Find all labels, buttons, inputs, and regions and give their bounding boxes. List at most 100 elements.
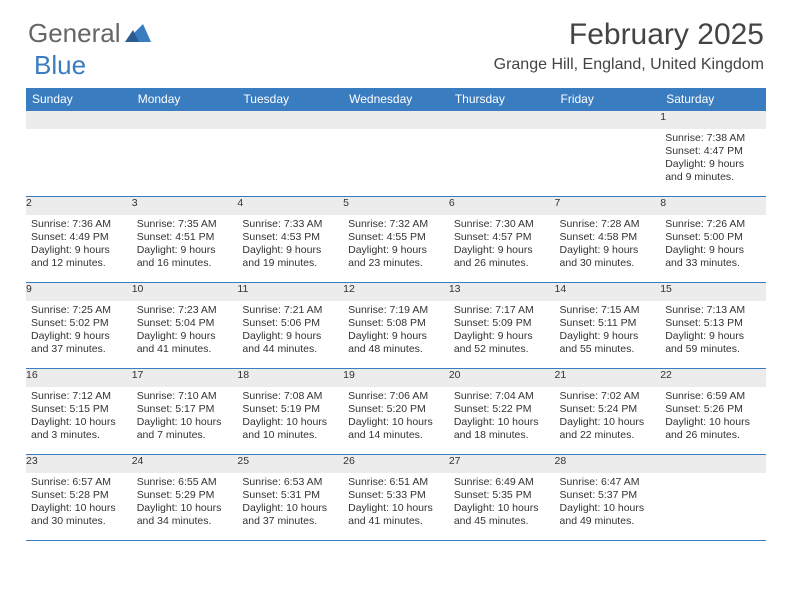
day-sunset: Sunset: 5:24 PM bbox=[560, 403, 656, 416]
day-number: 7 bbox=[555, 197, 661, 215]
day-sunset: Sunset: 5:09 PM bbox=[454, 317, 550, 330]
day-sunset: Sunset: 5:19 PM bbox=[242, 403, 338, 416]
day-cell: Sunrise: 7:04 AMSunset: 5:22 PMDaylight:… bbox=[449, 387, 555, 455]
day-daylight2: and 33 minutes. bbox=[665, 257, 761, 270]
header: General February 2025 Grange Hill, Engla… bbox=[0, 0, 792, 80]
day-number: 6 bbox=[449, 197, 555, 215]
day-sunrise: Sunrise: 6:53 AM bbox=[242, 476, 338, 489]
week-daynum-row: 16171819202122 bbox=[26, 369, 766, 387]
day-number: 14 bbox=[555, 283, 661, 301]
day-sunrise: Sunrise: 7:04 AM bbox=[454, 390, 550, 403]
day-cell: Sunrise: 7:17 AMSunset: 5:09 PMDaylight:… bbox=[449, 301, 555, 369]
day-header: Sunday bbox=[26, 88, 132, 111]
day-daylight1: Daylight: 9 hours bbox=[137, 244, 233, 257]
day-number: 15 bbox=[660, 283, 766, 301]
day-daylight2: and 44 minutes. bbox=[242, 343, 338, 356]
day-daylight1: Daylight: 9 hours bbox=[31, 330, 127, 343]
day-sunset: Sunset: 5:00 PM bbox=[665, 231, 761, 244]
empty-day-cell bbox=[132, 129, 238, 197]
day-daylight2: and 45 minutes. bbox=[454, 515, 550, 528]
day-cell: Sunrise: 7:32 AMSunset: 4:55 PMDaylight:… bbox=[343, 215, 449, 283]
month-title: February 2025 bbox=[494, 18, 764, 52]
day-sunset: Sunset: 4:55 PM bbox=[348, 231, 444, 244]
day-sunset: Sunset: 4:57 PM bbox=[454, 231, 550, 244]
day-sunrise: Sunrise: 7:21 AM bbox=[242, 304, 338, 317]
day-number: 27 bbox=[449, 455, 555, 473]
empty-day-cell bbox=[449, 129, 555, 197]
day-cell: Sunrise: 6:51 AMSunset: 5:33 PMDaylight:… bbox=[343, 473, 449, 541]
days-of-week-row: SundayMondayTuesdayWednesdayThursdayFrid… bbox=[26, 88, 766, 111]
day-sunset: Sunset: 5:06 PM bbox=[242, 317, 338, 330]
empty-day-number bbox=[237, 111, 343, 129]
day-daylight2: and 18 minutes. bbox=[454, 429, 550, 442]
day-number: 23 bbox=[26, 455, 132, 473]
day-daylight1: Daylight: 10 hours bbox=[242, 416, 338, 429]
day-sunrise: Sunrise: 7:19 AM bbox=[348, 304, 444, 317]
day-daylight1: Daylight: 9 hours bbox=[137, 330, 233, 343]
day-daylight1: Daylight: 9 hours bbox=[560, 330, 656, 343]
day-sunrise: Sunrise: 7:10 AM bbox=[137, 390, 233, 403]
day-number: 13 bbox=[449, 283, 555, 301]
week-daynum-row: 1 bbox=[26, 111, 766, 129]
day-sunset: Sunset: 4:49 PM bbox=[31, 231, 127, 244]
logo-text-blue: Blue bbox=[34, 50, 86, 80]
day-number: 21 bbox=[555, 369, 661, 387]
day-sunset: Sunset: 5:28 PM bbox=[31, 489, 127, 502]
day-sunset: Sunset: 5:22 PM bbox=[454, 403, 550, 416]
logo: General bbox=[28, 18, 151, 49]
day-sunset: Sunset: 5:11 PM bbox=[560, 317, 656, 330]
day-sunset: Sunset: 4:58 PM bbox=[560, 231, 656, 244]
week-daynum-row: 232425262728 bbox=[26, 455, 766, 473]
empty-day-number bbox=[26, 111, 132, 129]
day-daylight2: and 41 minutes. bbox=[137, 343, 233, 356]
day-daylight2: and 7 minutes. bbox=[137, 429, 233, 442]
day-daylight2: and 34 minutes. bbox=[137, 515, 233, 528]
day-daylight1: Daylight: 10 hours bbox=[31, 416, 127, 429]
day-daylight1: Daylight: 9 hours bbox=[560, 244, 656, 257]
day-sunrise: Sunrise: 6:51 AM bbox=[348, 476, 444, 489]
day-daylight2: and 55 minutes. bbox=[560, 343, 656, 356]
day-cell: Sunrise: 6:47 AMSunset: 5:37 PMDaylight:… bbox=[555, 473, 661, 541]
day-daylight1: Daylight: 9 hours bbox=[454, 244, 550, 257]
day-number: 16 bbox=[26, 369, 132, 387]
day-sunrise: Sunrise: 7:33 AM bbox=[242, 218, 338, 231]
location: Grange Hill, England, United Kingdom bbox=[494, 56, 764, 74]
day-daylight1: Daylight: 10 hours bbox=[665, 416, 761, 429]
day-daylight2: and 3 minutes. bbox=[31, 429, 127, 442]
week-content-row: Sunrise: 7:25 AMSunset: 5:02 PMDaylight:… bbox=[26, 301, 766, 369]
day-sunset: Sunset: 5:08 PM bbox=[348, 317, 444, 330]
day-daylight2: and 10 minutes. bbox=[242, 429, 338, 442]
logo-text-general: General bbox=[28, 18, 121, 49]
day-cell: Sunrise: 7:38 AMSunset: 4:47 PMDaylight:… bbox=[660, 129, 766, 197]
day-cell: Sunrise: 7:15 AMSunset: 5:11 PMDaylight:… bbox=[555, 301, 661, 369]
day-number: 25 bbox=[237, 455, 343, 473]
empty-day-number bbox=[449, 111, 555, 129]
day-sunrise: Sunrise: 7:02 AM bbox=[560, 390, 656, 403]
day-sunset: Sunset: 5:33 PM bbox=[348, 489, 444, 502]
day-sunrise: Sunrise: 6:57 AM bbox=[31, 476, 127, 489]
day-cell: Sunrise: 7:21 AMSunset: 5:06 PMDaylight:… bbox=[237, 301, 343, 369]
day-number: 10 bbox=[132, 283, 238, 301]
day-number: 2 bbox=[26, 197, 132, 215]
day-sunrise: Sunrise: 7:06 AM bbox=[348, 390, 444, 403]
day-daylight1: Daylight: 10 hours bbox=[348, 502, 444, 515]
day-number: 22 bbox=[660, 369, 766, 387]
day-daylight2: and 22 minutes. bbox=[560, 429, 656, 442]
day-cell: Sunrise: 6:57 AMSunset: 5:28 PMDaylight:… bbox=[26, 473, 132, 541]
day-sunrise: Sunrise: 7:35 AM bbox=[137, 218, 233, 231]
day-number: 4 bbox=[237, 197, 343, 215]
day-sunrise: Sunrise: 7:17 AM bbox=[454, 304, 550, 317]
day-daylight2: and 48 minutes. bbox=[348, 343, 444, 356]
title-block: February 2025 Grange Hill, England, Unit… bbox=[494, 18, 764, 74]
day-header: Monday bbox=[132, 88, 238, 111]
day-daylight2: and 41 minutes. bbox=[348, 515, 444, 528]
day-cell: Sunrise: 7:19 AMSunset: 5:08 PMDaylight:… bbox=[343, 301, 449, 369]
day-daylight1: Daylight: 10 hours bbox=[454, 416, 550, 429]
day-number: 8 bbox=[660, 197, 766, 215]
day-daylight2: and 14 minutes. bbox=[348, 429, 444, 442]
day-daylight1: Daylight: 10 hours bbox=[560, 416, 656, 429]
day-sunset: Sunset: 5:37 PM bbox=[560, 489, 656, 502]
day-daylight1: Daylight: 9 hours bbox=[348, 330, 444, 343]
day-number: 26 bbox=[343, 455, 449, 473]
day-daylight2: and 30 minutes. bbox=[31, 515, 127, 528]
